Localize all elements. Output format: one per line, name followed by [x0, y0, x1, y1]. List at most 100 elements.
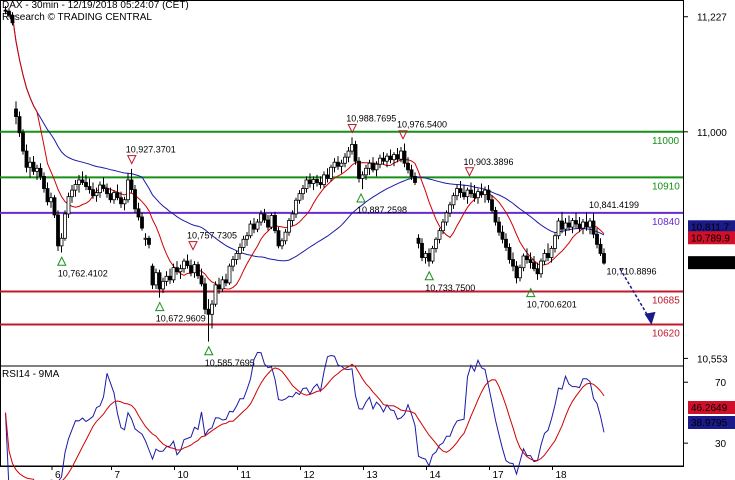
x-tick-label: 12 [304, 470, 316, 480]
candle-body [140, 216, 144, 229]
candle-body [3, 9, 8, 12]
candle-body [80, 179, 85, 183]
x-tick-label: 11 [241, 470, 252, 480]
candle-body [315, 179, 319, 183]
candle-body [406, 162, 410, 171]
price-badge [688, 231, 735, 245]
candle-body [493, 209, 498, 223]
candle-body [17, 116, 22, 134]
candle-body [161, 280, 165, 290]
y-tick-label: 11,000 [697, 128, 727, 139]
candle-body [497, 221, 501, 233]
candle-body [234, 253, 239, 260]
chart-title: DAX - 30min - 12/19/2018 05:24:07 (CET) [2, 0, 189, 11]
forecast-arrow-head [644, 311, 656, 325]
candle-body [108, 193, 113, 201]
rsi-panel-label: RSI14 - 9MA [2, 369, 60, 380]
price-badge-label: 10,789.9 [691, 233, 730, 244]
candle-body [52, 197, 57, 216]
candle-body [84, 182, 88, 187]
candle-body [332, 161, 337, 168]
swing-high-label: 10,927.3701 [126, 145, 176, 155]
candle-body [469, 189, 473, 195]
x-tick-label: 14 [430, 470, 442, 480]
candle-body [455, 188, 459, 197]
candle-body [245, 235, 249, 240]
candle-body [588, 220, 592, 228]
candle-body [248, 223, 253, 237]
ma-fast-line [5, 10, 605, 290]
candle-body [318, 182, 323, 185]
candle-body [105, 188, 109, 195]
candle-body [273, 215, 277, 232]
rsi-badge [688, 416, 735, 429]
candle-body [175, 267, 179, 273]
candle-body [311, 179, 316, 184]
candle-body [7, 10, 11, 16]
candle-body [388, 155, 393, 161]
candle-body [133, 189, 137, 210]
candle-body [521, 255, 526, 269]
candle-body [451, 195, 456, 206]
candle-body [486, 189, 491, 201]
candle-body [94, 192, 99, 197]
level-label-10685: 10685 [652, 295, 680, 306]
chart-subtitle: Research © TRADING CENTRAL [2, 12, 152, 23]
swing-high-label: 10,976.5400 [397, 120, 447, 130]
swing-low-label: 10,762.4102 [58, 268, 108, 278]
candle-body [381, 157, 386, 162]
candle-body [581, 221, 585, 229]
candle-body [448, 204, 452, 214]
candle-body [220, 279, 225, 290]
rsi-ma-line [5, 363, 605, 480]
candle-body [171, 267, 176, 281]
candle-body [490, 199, 494, 211]
candle-body [353, 144, 358, 162]
candle-body [437, 230, 442, 240]
y-tick-label: 11,227 [697, 13, 727, 24]
candle-body [115, 192, 120, 199]
swing-low-label: 10,672.9609 [156, 314, 206, 324]
candle-body [378, 157, 382, 165]
plot-frame [0, 0, 684, 467]
candle-body [542, 253, 547, 262]
candle-body [45, 188, 50, 203]
candle-body [500, 231, 505, 240]
candle-body [532, 262, 536, 270]
candle-body [213, 284, 218, 305]
rsi-tick-label: 30 [715, 439, 727, 450]
x-tick-label: 13 [367, 470, 379, 480]
rsi-badge-label: 46.2649 [691, 403, 728, 414]
candle-body [56, 214, 60, 247]
candle-body [290, 213, 295, 221]
candle-body [112, 192, 116, 201]
swing-high-marker [126, 155, 137, 165]
candle-body [231, 259, 235, 267]
candle-body [255, 221, 260, 230]
candle-body [476, 191, 480, 199]
swing-low-marker [56, 256, 67, 266]
swing-low-marker [424, 270, 435, 281]
candle-body [357, 160, 361, 179]
level-label-10910: 10910 [652, 181, 680, 192]
candle-body [350, 144, 354, 152]
candle-body [465, 189, 470, 198]
candle-body [217, 284, 221, 290]
candle-body [66, 196, 71, 215]
candle-body [28, 161, 32, 168]
candle-body [511, 259, 515, 267]
candle-body [70, 189, 74, 198]
candle-body [563, 222, 568, 230]
candle-body [402, 150, 407, 164]
candle-body [441, 221, 445, 232]
candle-body [294, 199, 298, 215]
candle-body [346, 150, 351, 158]
candle-body [38, 167, 43, 177]
candle-body [514, 265, 519, 279]
candle-body [416, 237, 421, 244]
candle-body [203, 283, 207, 310]
candle-body [238, 246, 242, 254]
rsi-line [5, 351, 605, 480]
candle-body [339, 162, 344, 167]
candle-body [283, 231, 288, 242]
